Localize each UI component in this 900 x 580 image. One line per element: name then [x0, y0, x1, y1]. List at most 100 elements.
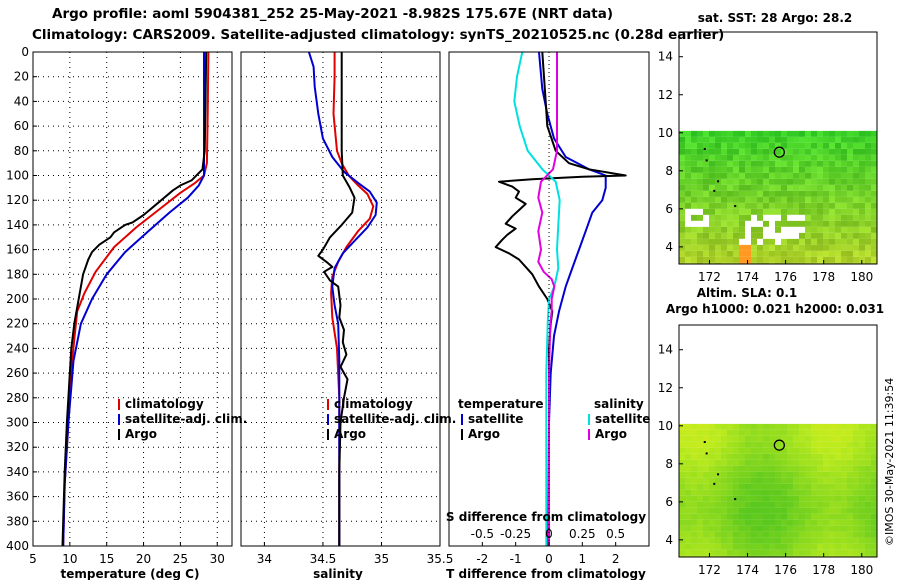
- map-cell: [805, 555, 811, 557]
- map-cell: [763, 136, 769, 143]
- map-y-tick-label: 8: [665, 457, 673, 471]
- map-cell: [805, 250, 811, 257]
- map-cell: [829, 178, 835, 185]
- map-cell: [823, 459, 829, 466]
- map-cell: [757, 495, 763, 502]
- map-cell: [787, 154, 793, 161]
- map-cell: [703, 495, 709, 502]
- map-cell: [829, 471, 835, 478]
- map-cell: [787, 136, 793, 143]
- map-cell: [799, 483, 805, 490]
- map-cell: [775, 142, 781, 149]
- map-y-tick-label: 12: [658, 381, 673, 395]
- map-cell: [691, 250, 697, 257]
- map-cell: [697, 172, 703, 179]
- map-cell: [823, 513, 829, 520]
- map-cell: [781, 465, 787, 472]
- map-cell: [835, 549, 841, 556]
- x-tick-label: 34.5: [310, 552, 337, 566]
- map-cell: [859, 244, 865, 251]
- map-cell: [745, 447, 751, 454]
- map-cell: [721, 154, 727, 161]
- map-cell: [703, 148, 709, 155]
- map-cell: [769, 232, 775, 239]
- map-cell: [793, 489, 799, 496]
- map-cell: [775, 148, 781, 155]
- map-cell: [829, 256, 835, 263]
- map-cell: [715, 453, 721, 460]
- map-cell: [775, 154, 781, 161]
- map-cell: [775, 202, 781, 209]
- map-cell: [805, 190, 811, 197]
- map-cell: [739, 220, 745, 227]
- map-cell: [781, 166, 787, 173]
- map-cell: [835, 262, 841, 264]
- map-cell: [871, 178, 877, 185]
- map-cell: [853, 142, 859, 149]
- map-cell: [847, 172, 853, 179]
- map-cell: [835, 447, 841, 454]
- map-cell: [793, 519, 799, 526]
- map-cell: [751, 166, 757, 173]
- map-cell: [703, 525, 709, 532]
- map-cell: [787, 423, 793, 430]
- map-cell: [697, 495, 703, 502]
- map-cell: [715, 148, 721, 155]
- x-tick-label: 20: [136, 552, 151, 566]
- x2-tick-label: 0: [545, 527, 553, 541]
- map-cell: [763, 208, 769, 215]
- map-cell: [745, 196, 751, 203]
- map-cell: [715, 238, 721, 245]
- map-cell: [799, 136, 805, 143]
- map-cell: [709, 507, 715, 514]
- map-cell: [835, 543, 841, 550]
- map-cell: [721, 483, 727, 490]
- map-cell: [709, 477, 715, 484]
- map-cell: [721, 166, 727, 173]
- map-cell: [739, 429, 745, 436]
- map-cell: [709, 483, 715, 490]
- map-cell: [847, 513, 853, 520]
- map-cell: [691, 537, 697, 544]
- map-cell: [763, 190, 769, 197]
- map-cell: [721, 136, 727, 143]
- map-cell: [793, 244, 799, 251]
- map-cell: [811, 423, 817, 430]
- map-cell: [739, 196, 745, 203]
- map-cell: [787, 525, 793, 532]
- map-cell: [721, 441, 727, 448]
- map-cell: [829, 238, 835, 245]
- map-cell: [865, 507, 871, 514]
- map-cell: [685, 178, 691, 185]
- map-cell: [751, 202, 757, 209]
- map-cell: [799, 226, 805, 233]
- map-cell: [787, 429, 793, 436]
- sla-map-title-line1: Altim. SLA: 0.1: [697, 286, 798, 300]
- map-cell: [847, 190, 853, 197]
- map-cell: [721, 142, 727, 149]
- map-cell: [859, 190, 865, 197]
- map-cell: [823, 519, 829, 526]
- map-cell: [817, 214, 823, 221]
- map-cell: [691, 136, 697, 143]
- x2-tick-label: 0.25: [569, 527, 596, 541]
- map-cell: [697, 178, 703, 185]
- map-cell: [823, 447, 829, 454]
- map-cell: [835, 172, 841, 179]
- map-cell: [709, 459, 715, 466]
- map-cell: [859, 208, 865, 215]
- map-cell: [715, 519, 721, 526]
- map-cell: [805, 531, 811, 538]
- map-cell: [745, 495, 751, 502]
- map-cell: [703, 531, 709, 538]
- map-cell: [721, 250, 727, 257]
- map-cell: [865, 465, 871, 472]
- map-cell: [703, 555, 709, 557]
- map-cell: [709, 220, 715, 227]
- map-cell: [709, 250, 715, 257]
- map-y-tick-label: 10: [658, 126, 673, 140]
- map-cell: [715, 459, 721, 466]
- map-cell: [715, 172, 721, 179]
- map-cell: [757, 208, 763, 215]
